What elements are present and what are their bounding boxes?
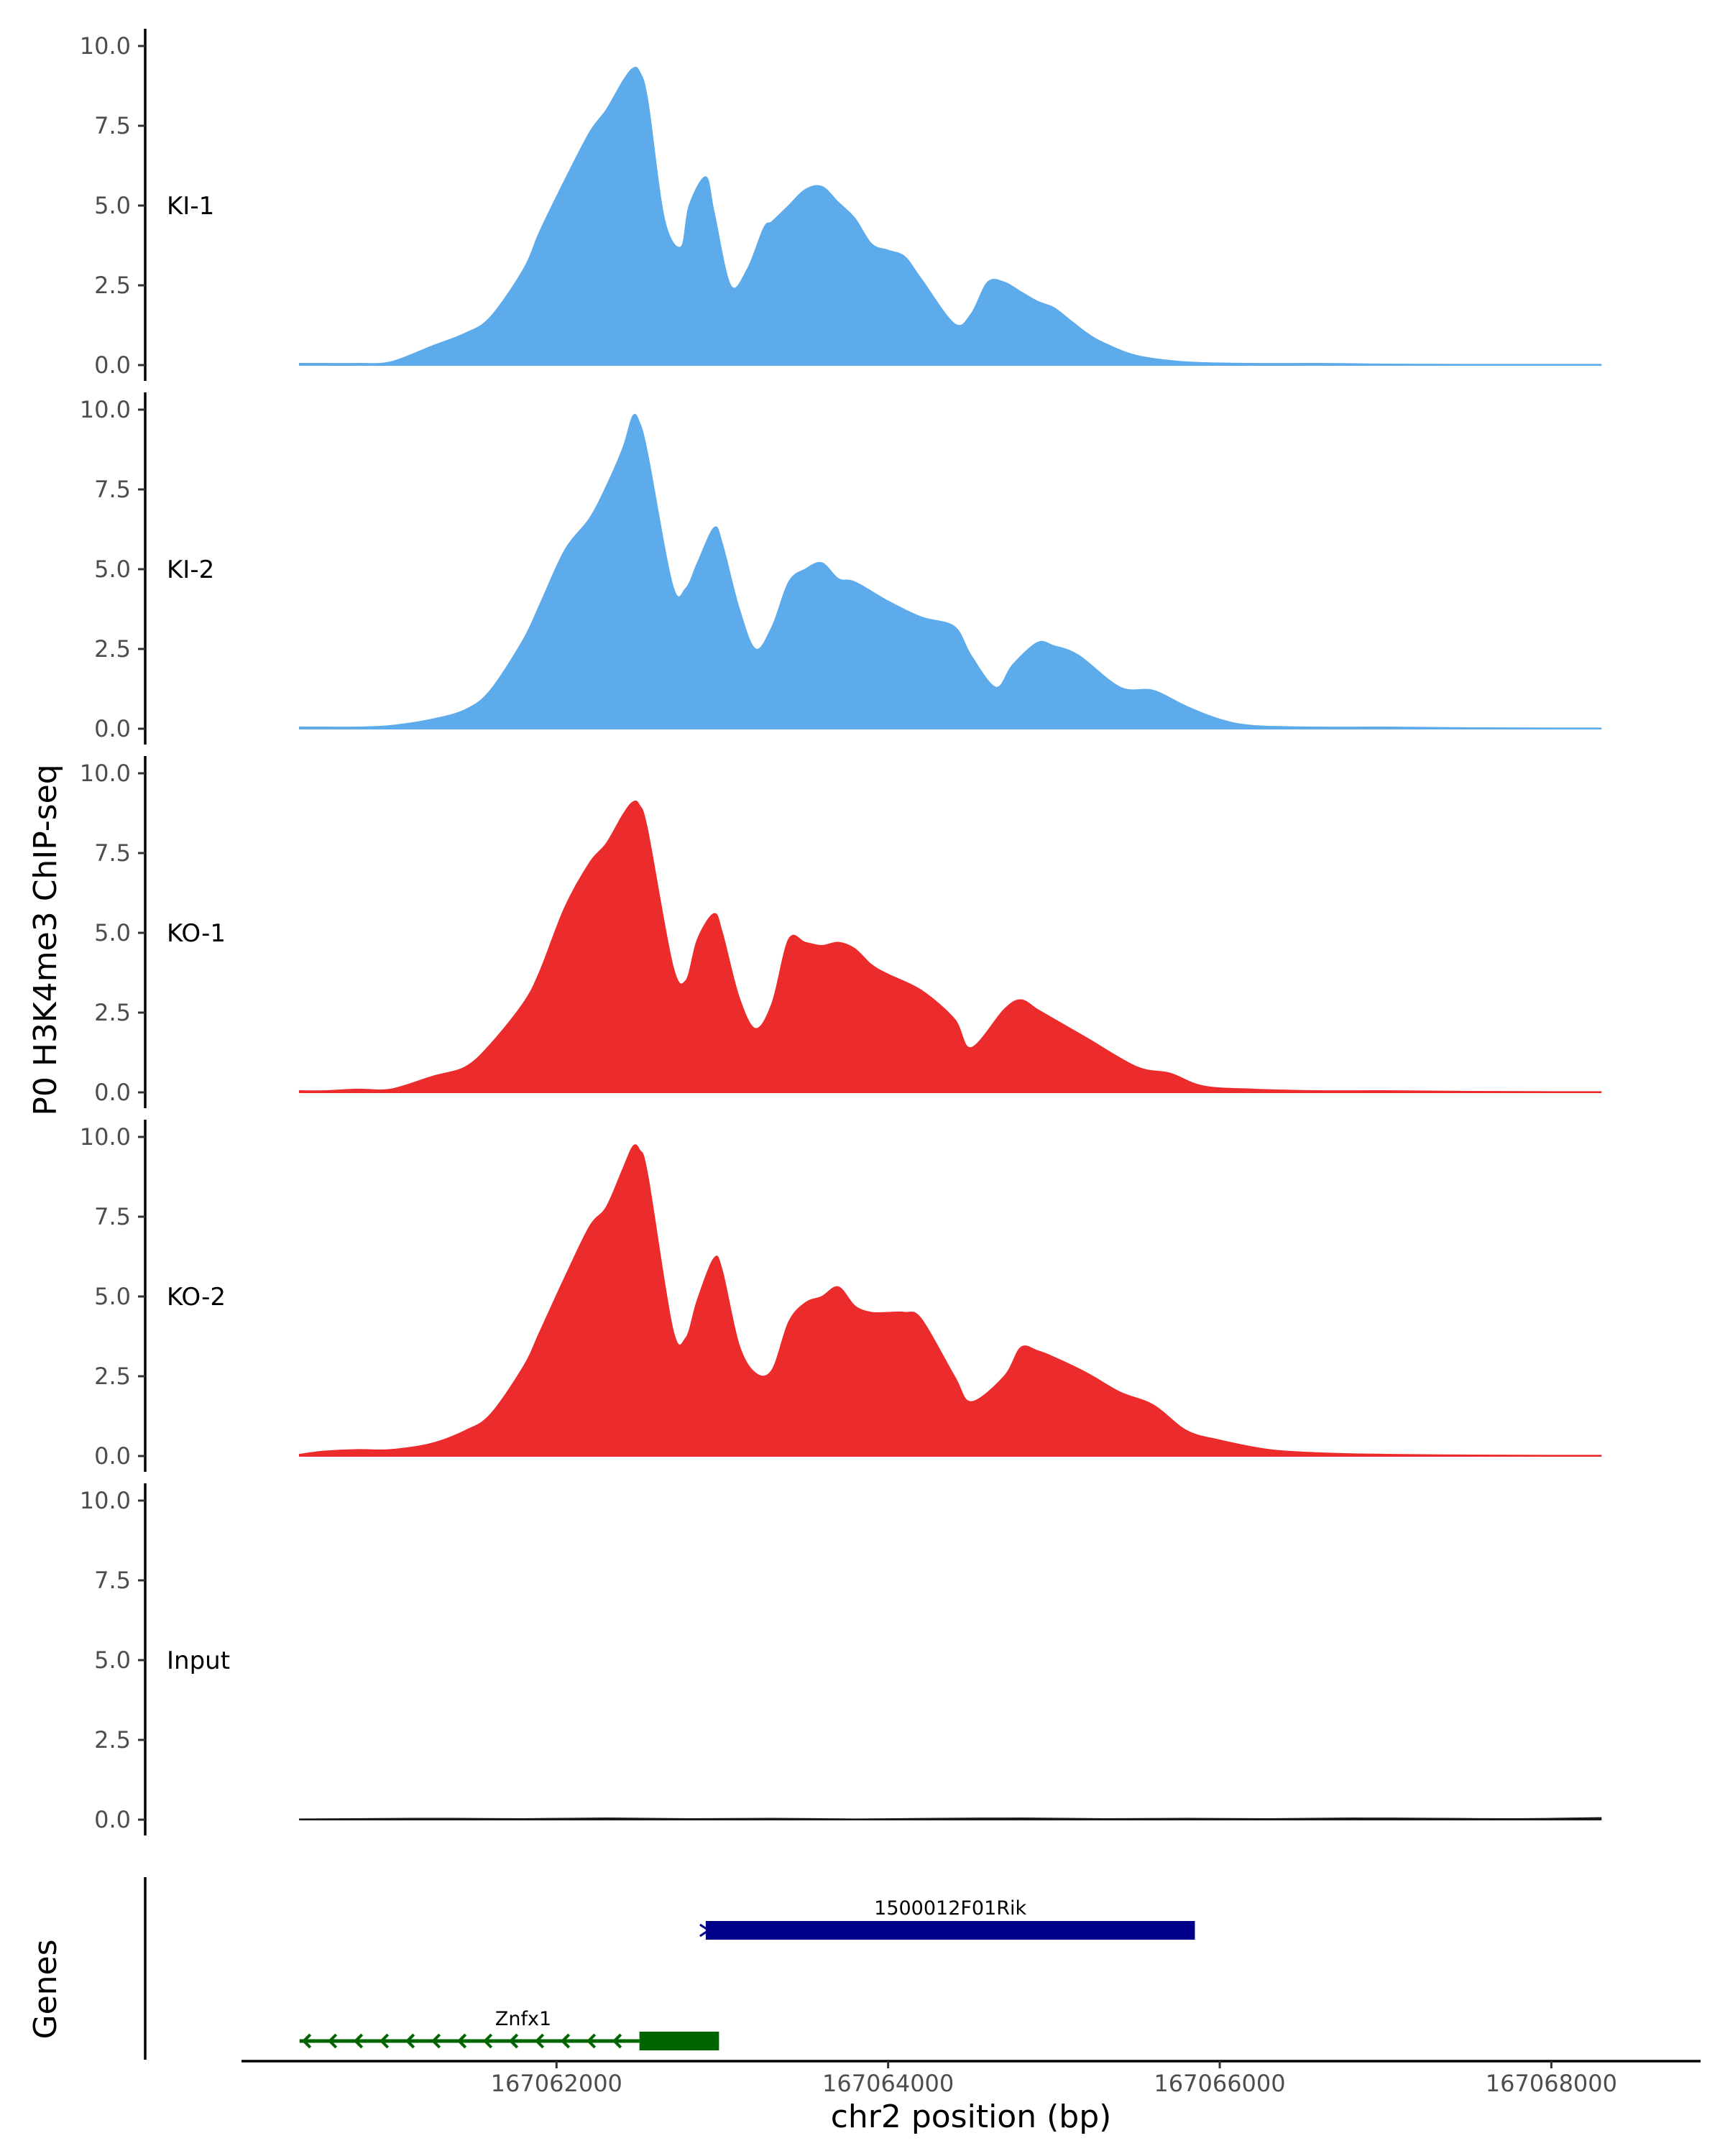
gene-label: 1500012F01Rik (874, 1897, 1026, 1920)
y-tick-label: 7.5 (94, 1203, 131, 1230)
y-tick-label: 5.0 (94, 919, 131, 946)
track-label: KO-2 (167, 1283, 226, 1312)
y-tick-label: 7.5 (94, 476, 131, 503)
y-tick-label: 2.5 (94, 635, 131, 663)
coverage-area-ko-1 (298, 800, 1602, 1093)
y-tick-label: 7.5 (94, 839, 131, 867)
y-tick-label: 0.0 (94, 1442, 131, 1470)
y-tick-label: 5.0 (94, 1283, 131, 1310)
strand-arrow-icon (353, 2033, 364, 2049)
gene-track: 1500012F01Rik Znfx1 (144, 1877, 1195, 2060)
strand-arrow-icon (534, 2033, 545, 2049)
y-tick-label: 5.0 (94, 192, 131, 219)
gene-exon (639, 2032, 719, 2050)
y-tick-label: 2.5 (94, 999, 131, 1026)
coverage-area-ki-1 (298, 66, 1602, 366)
x-tick-label: 167064000 (822, 2070, 954, 2097)
track-label: KO-1 (167, 919, 226, 948)
y-tick-label: 7.5 (94, 112, 131, 139)
y-tick-label: 0.0 (94, 715, 131, 742)
y-tick-label: 2.5 (94, 272, 131, 299)
y-tick-label: 2.5 (94, 1726, 131, 1754)
strand-arrow-icon (586, 2033, 597, 2049)
strand-arrow-icon (508, 2033, 519, 2049)
coverage-tracks: 0.0 2.5 5.0 7.5 10.0 KI-1 0.0 2.5 5.0 7.5 10.0 KI-2… (80, 29, 1602, 1835)
coverage-area-ko-2 (298, 1144, 1602, 1457)
x-tick-label: 167062000 (491, 2070, 622, 2097)
y-tick-label: 5.0 (94, 556, 131, 583)
y-tick-label: 0.0 (94, 351, 131, 379)
y-tick-label: 2.5 (94, 1363, 131, 1390)
y-tick-label: 10.0 (80, 396, 131, 423)
strand-arrow-icon (301, 2033, 312, 2049)
track-panel-ko-2: 0.0 2.5 5.0 7.5 10.0 KO-2 (80, 1120, 1602, 1472)
strand-arrow-icon (327, 2033, 338, 2049)
y-tick-label: 10.0 (80, 1487, 131, 1514)
strand-arrow-icon (612, 2033, 622, 2049)
x-axis-title: chr2 position (bp) (831, 2099, 1112, 2135)
strand-arrow-icon (482, 2033, 493, 2049)
track-label: Input (167, 1646, 230, 1675)
track-label: KI-2 (167, 556, 214, 584)
strand-arrow-icon (456, 2033, 467, 2049)
y-tick-label: 10.0 (80, 760, 131, 787)
y-tick-label: 10.0 (80, 1123, 131, 1151)
gene-1500012f01rik: 1500012F01Rik (699, 1897, 1195, 1940)
y-tick-label: 0.0 (94, 1079, 131, 1106)
gene-body (705, 1921, 1195, 1940)
strand-arrow-icon (699, 1923, 711, 1938)
genes-axis-title: Genes (27, 1939, 64, 2039)
y-tick-label: 0.0 (94, 1806, 131, 1833)
gene-znfx1: Znfx1 (299, 2008, 719, 2050)
y-tick-label: 10.0 (80, 32, 131, 60)
x-axis: 167062000 167064000 167066000 167068000 (242, 2060, 1701, 2097)
track-panel-input: 0.0 2.5 5.0 7.5 10.0 Input (80, 1483, 1602, 1835)
strand-arrow-icon (379, 2033, 390, 2049)
strand-arrow-icon (405, 2033, 415, 2049)
track-label: KI-1 (167, 192, 214, 221)
track-panel-ki-2: 0.0 2.5 5.0 7.5 10.0 KI-2 (80, 392, 1602, 745)
track-panel-ki-1: 0.0 2.5 5.0 7.5 10.0 KI-1 (80, 29, 1602, 381)
x-tick-label: 167068000 (1486, 2070, 1617, 2097)
track-panel-ko-1: 0.0 2.5 5.0 7.5 10.0 KO-1 (80, 756, 1602, 1108)
y-tick-label: 7.5 (94, 1567, 131, 1594)
y-axis-title: P0 H3K4me3 ChIP-seq (27, 764, 64, 1115)
x-tick-label: 167066000 (1154, 2070, 1285, 2097)
y-tick-label: 5.0 (94, 1646, 131, 1674)
coverage-area-ki-2 (298, 413, 1602, 729)
strand-arrow-icon (560, 2033, 571, 2049)
gene-label: Znfx1 (495, 2008, 551, 2030)
strand-arrow-icon (431, 2033, 441, 2049)
